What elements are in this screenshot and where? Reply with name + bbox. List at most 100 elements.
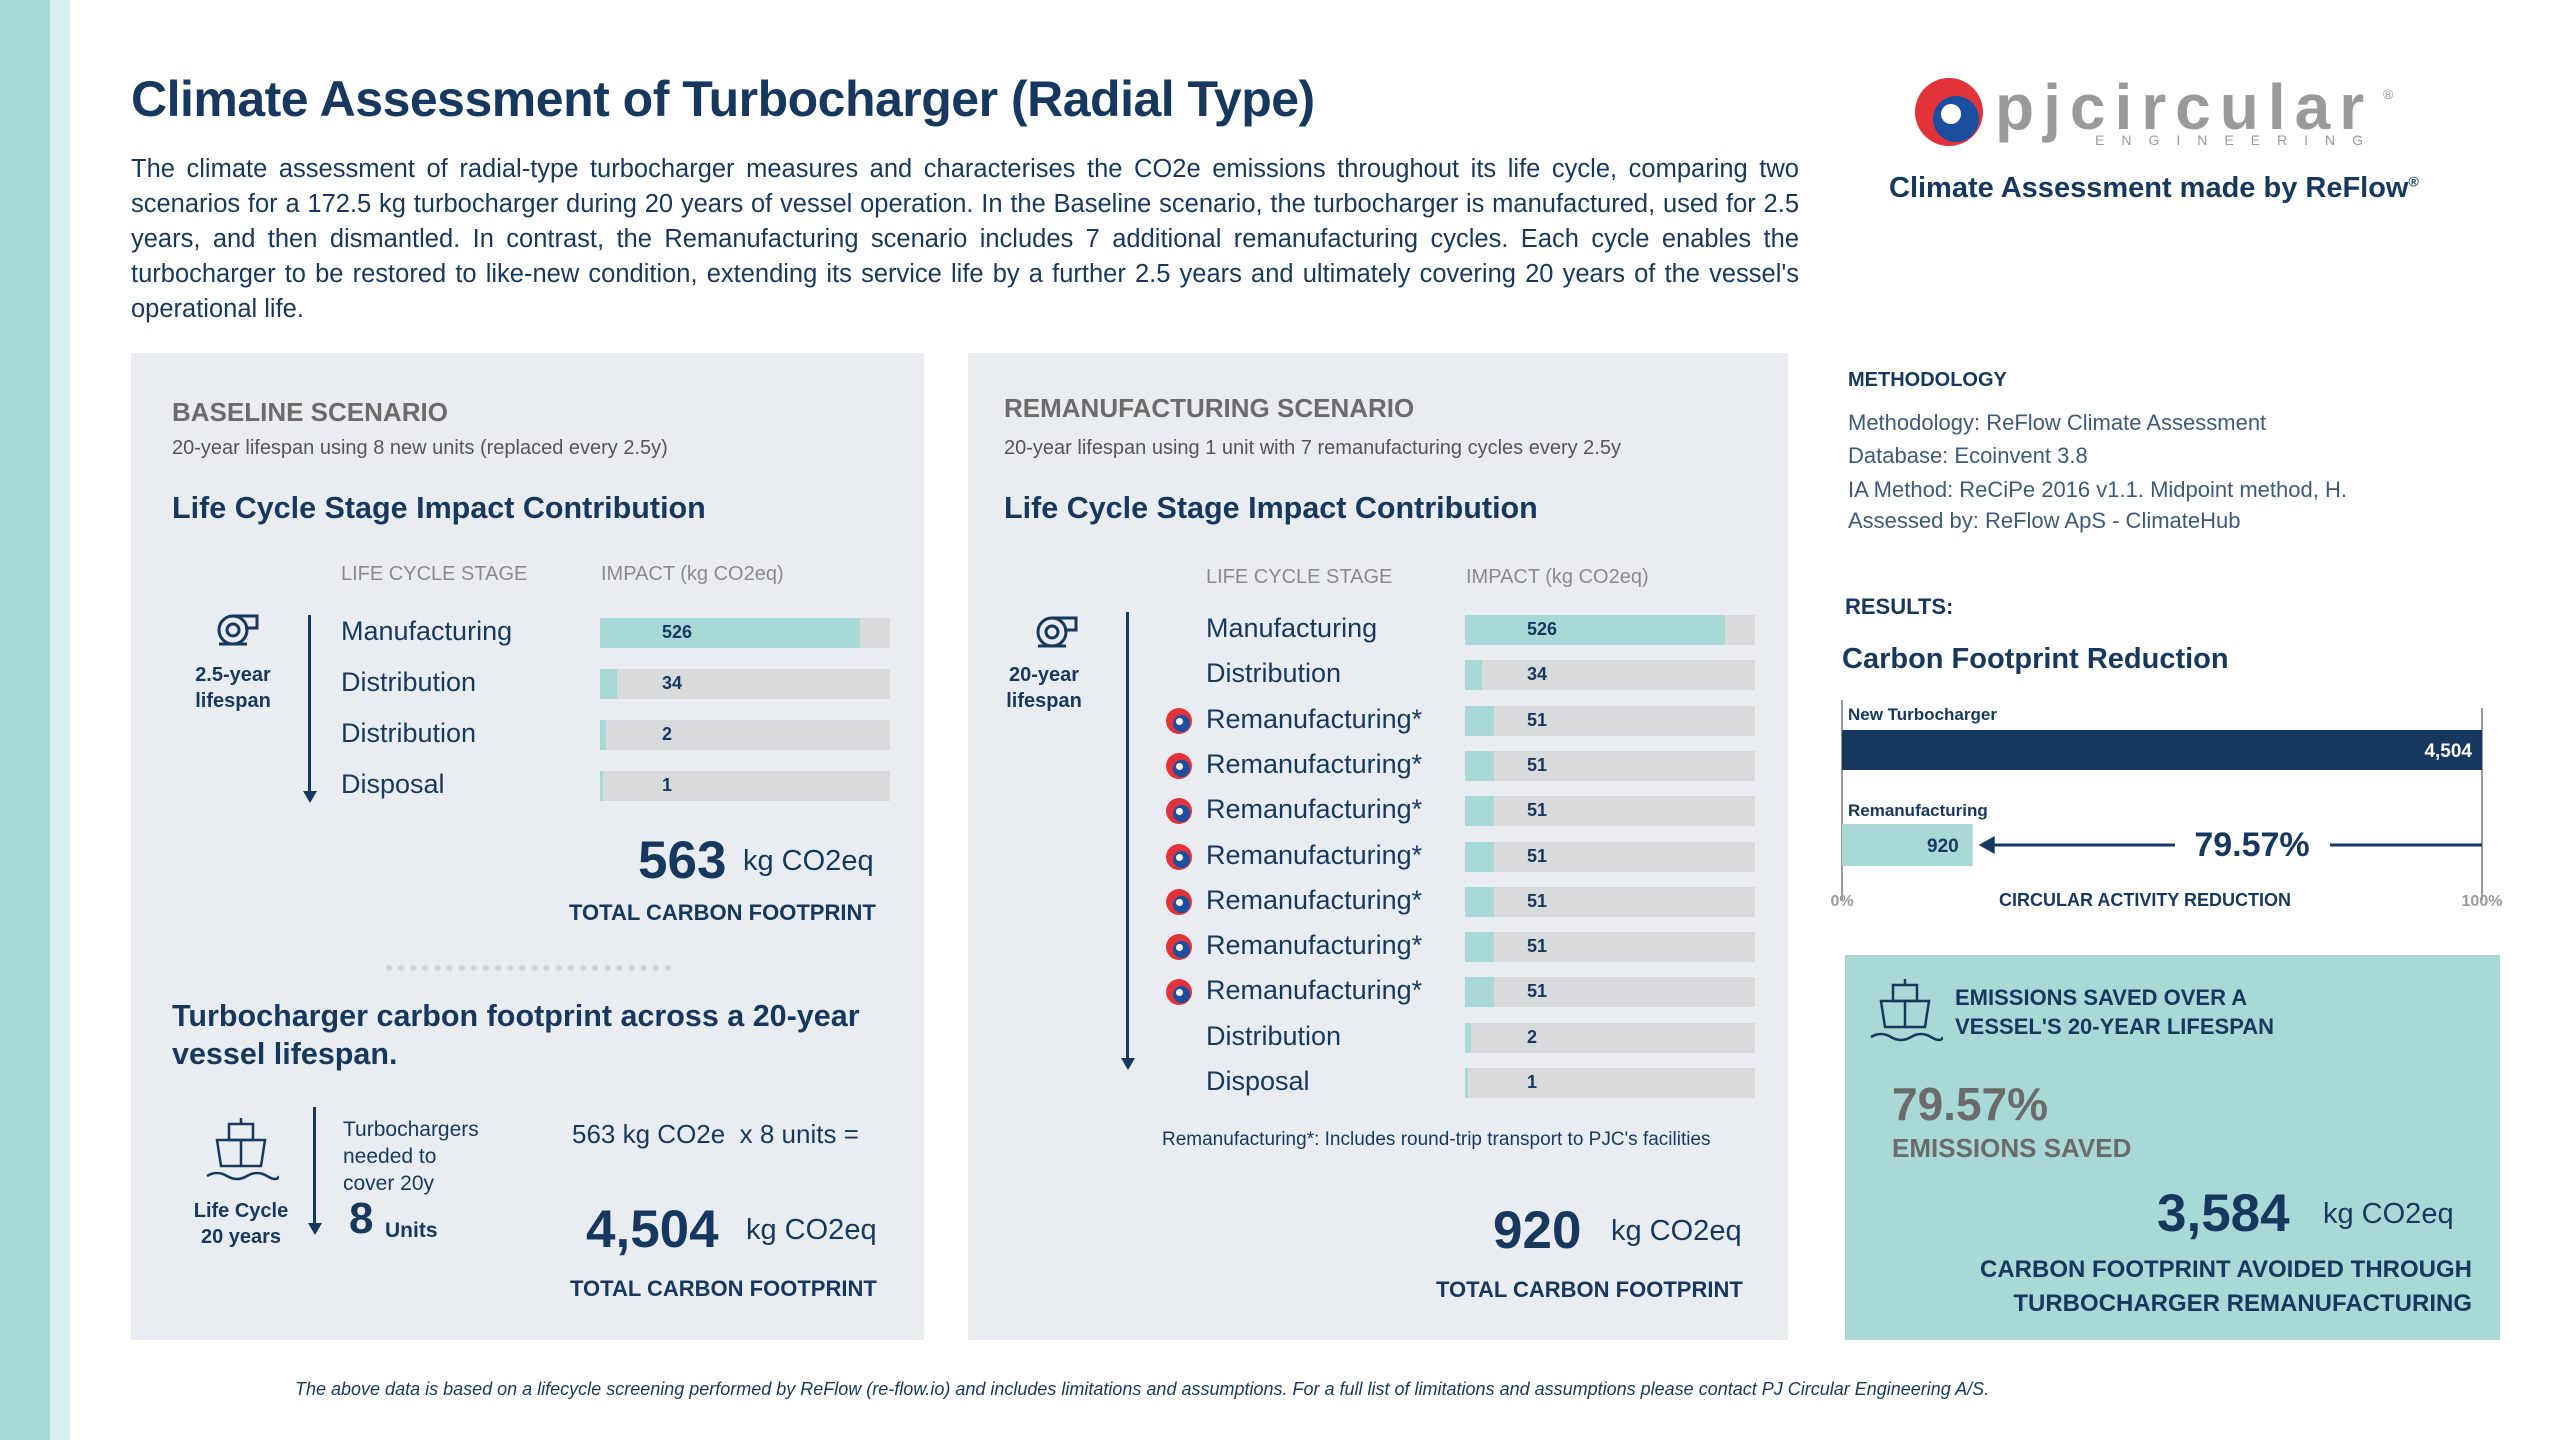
- vessel-equation: 563 kg CO2e x 8 units =: [572, 1119, 859, 1149]
- reman-panel: REMANUFACTURING SCENARIO 20-year lifespa…: [968, 353, 1788, 1340]
- axis-max-label: 100%: [2462, 893, 2503, 910]
- stage-bar: 34: [600, 669, 890, 699]
- methodology-heading: METHODOLOGY: [1848, 369, 2007, 391]
- stage-label: Remanufacturing*: [1206, 703, 1423, 734]
- vessel-total-unit: kg CO2eq: [746, 1214, 877, 1246]
- stage-bar: 2: [600, 720, 890, 750]
- life-cycle-line2: 20 years: [200, 1226, 282, 1248]
- stage-bar-fill: [1465, 932, 1494, 963]
- stage-label: Remanufacturing*: [1206, 748, 1423, 779]
- saved-heading-line1: EMISSIONS SAVED OVER A: [1955, 985, 2248, 1010]
- methodology-line-2: Database: Ecoinvent 3.8: [1848, 443, 2088, 468]
- logo-wordmark: pjcircular: [1995, 71, 2374, 143]
- stage-label: Distribution: [1206, 658, 1342, 689]
- pjc-logo-icon: [1166, 888, 1192, 915]
- axis-min-label: 0%: [1830, 893, 1853, 910]
- logo-subtitle: ENGINEERING: [2095, 132, 2381, 148]
- reman-total-unit: kg CO2eq: [1611, 1215, 1742, 1247]
- baseline-total-label: TOTAL CARBON FOOTPRINT: [569, 900, 876, 925]
- turbochargers-needed-text: Turbochargers needed to cover 20y: [343, 1118, 479, 1195]
- stage-label: Distribution: [341, 667, 477, 697]
- made-by-reflow: Climate Assessment made by ReFlow®: [1889, 172, 2419, 205]
- bar-value-new: 4,504: [2424, 741, 2472, 762]
- bar-label-reman: Remanufacturing: [1848, 801, 1988, 820]
- footer-disclaimer: The above data is based on a lifecycle s…: [295, 1379, 1990, 1399]
- stage-value: 526: [662, 622, 693, 642]
- units-label: Units: [385, 1219, 438, 1242]
- pjc-logo-icon: [1166, 979, 1192, 1006]
- pjc-logo-icon: [1166, 752, 1192, 779]
- stage-bar-fill: [1465, 660, 1483, 691]
- stage-bar: 51: [1465, 977, 1755, 1008]
- stage-label: Disposal: [1206, 1066, 1310, 1096]
- stage-label: Distribution: [1206, 1020, 1342, 1051]
- logo-registered: ®: [2383, 86, 2394, 102]
- stage-bar-fill: [1465, 615, 1725, 645]
- reman-lifespan-line1: 20-year: [1008, 664, 1080, 686]
- stage-bar-fill: [1465, 796, 1494, 827]
- life-cycle-label: Life Cycle 20 years: [171, 1198, 311, 1250]
- stage-bar: 1: [1465, 1068, 1755, 1098]
- bar-new-turbocharger: [1842, 730, 2482, 770]
- saved-percentage: 79.57%: [1892, 1078, 2049, 1130]
- stage-bar-fill: [1465, 886, 1494, 917]
- stage-bar: 1: [600, 771, 890, 801]
- emissions-saved-box: EMISSIONS SAVED OVER A VESSEL'S 20-YEAR …: [1845, 955, 2500, 1340]
- bar-value-reman: 920: [1927, 836, 1959, 857]
- made-by-text: Climate Assessment made by ReFlow: [1889, 172, 2409, 204]
- stage-label: Remanufacturing*: [1206, 930, 1423, 961]
- baseline-lifespan-label: 2.5-year lifespan: [173, 662, 293, 714]
- bar-label-new: New Turbocharger: [1848, 705, 1997, 724]
- stage-bar: 51: [1465, 932, 1755, 963]
- baseline-panel: BASELINE SCENARIO 20-year lifespan using…: [131, 353, 924, 1340]
- page-title: Climate Assessment of Turbocharger (Radi…: [131, 71, 1315, 127]
- reman-lifespan-line2: lifespan: [1006, 690, 1082, 712]
- reman-arrow-line: [1126, 612, 1129, 1060]
- pjcircular-logo: pjcircular ENGINEERING ®: [1915, 71, 2395, 154]
- side-accent-bar-light: [50, 0, 70, 1440]
- reman-section-title: Life Cycle Stage Impact Contribution: [1004, 491, 1538, 525]
- pjc-logo-icon: [1166, 843, 1192, 870]
- made-by-registered: ®: [2408, 173, 2419, 190]
- stage-label: Distribution: [341, 718, 477, 748]
- intro-paragraph: The climate assessment of radial-type tu…: [131, 155, 1799, 323]
- chart-caption: CIRCULAR ACTIVITY REDUCTION: [1999, 890, 2291, 910]
- pjc-logo-icon: [1166, 798, 1192, 825]
- baseline-col-impact: IMPACT (kg CO2eq): [601, 563, 784, 585]
- reman-subheading: 20-year lifespan using 1 unit with 7 rem…: [1004, 437, 1621, 459]
- stage-value: 1: [1527, 1072, 1538, 1092]
- ship-icon: [206, 1118, 279, 1181]
- stage-value: 2: [1527, 1026, 1538, 1047]
- baseline-col-stage: LIFE CYCLE STAGE: [341, 563, 528, 585]
- baseline-total-unit: kg CO2eq: [743, 845, 874, 877]
- saved-heading: EMISSIONS SAVED OVER A VESSEL'S 20-YEAR …: [1955, 983, 2274, 1041]
- stage-value: 51: [1527, 754, 1548, 775]
- stage-bar: 51: [1465, 705, 1755, 736]
- saved-unit: kg CO2eq: [2323, 1198, 2454, 1230]
- vessel-total-value: 4,504: [586, 1200, 719, 1259]
- reman-col-impact: IMPACT (kg CO2eq): [1466, 566, 1649, 588]
- stage-label: Remanufacturing*: [1206, 975, 1423, 1006]
- stage-bar: 526: [1465, 615, 1755, 645]
- stage-label: Manufacturing: [1206, 613, 1378, 643]
- baseline-total-value: 563: [638, 831, 727, 890]
- saved-value: 3,584: [2157, 1184, 2290, 1243]
- stage-bar: 51: [1465, 750, 1755, 781]
- stage-label: Remanufacturing*: [1206, 884, 1423, 915]
- stage-bar: 34: [1465, 660, 1755, 691]
- pjc-logo-icon: [1166, 934, 1192, 961]
- reman-footnote: Remanufacturing*: Includes round-trip tr…: [1162, 1129, 1711, 1150]
- vessel-arrow-line: [313, 1107, 316, 1225]
- reduction-arrow-left-icon: [1978, 836, 1995, 854]
- bar-remanufacturing: [1842, 824, 1973, 866]
- saved-label: CARBON FOOTPRINT AVOIDED THROUGH TURBOCH…: [1980, 1253, 2472, 1321]
- saved-percentage-label: EMISSIONS SAVED: [1892, 1133, 2132, 1163]
- results-heading: RESULTS:: [1845, 594, 1954, 619]
- baseline-lifespan-line1: 2.5-year: [195, 664, 271, 686]
- baseline-arrow-down-icon: [303, 791, 317, 803]
- stage-bar-fill: [1465, 841, 1494, 872]
- stage-value: 34: [1527, 664, 1548, 685]
- reman-total-value: 920: [1493, 1201, 1582, 1260]
- saved-label-line1: CARBON FOOTPRINT AVOIDED THROUGH: [1980, 1256, 2472, 1283]
- baseline-subheading: 20-year lifespan using 8 new units (repl…: [172, 437, 668, 459]
